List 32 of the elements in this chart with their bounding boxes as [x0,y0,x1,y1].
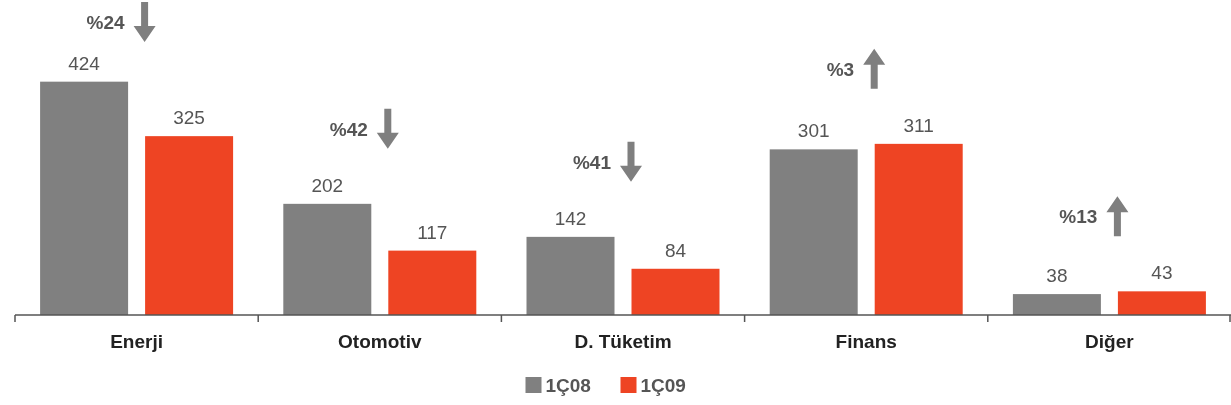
x-tick-label: Diğer [1085,331,1135,352]
bar [283,203,372,315]
text: %24 [86,12,126,33]
data-label: 142 [554,207,587,229]
x-tick-label: Finans [835,331,897,352]
bar [388,250,477,315]
data-label: 311 [903,114,934,136]
bar [526,236,615,315]
bar [145,136,234,315]
annotation: %13 [1059,206,1098,228]
bar [769,149,858,315]
data-label: 424 [68,52,101,74]
legend-label: 1Ç08 [545,375,591,396]
bar [631,268,720,315]
x-tick-label: Enerji [110,331,164,352]
text: %3 [826,58,855,80]
bar [1012,294,1101,315]
bar [40,81,129,315]
bar [874,143,963,315]
data-label: 117 [417,221,448,243]
bar [1117,291,1206,315]
data-label: 84 [664,239,687,261]
data-label: 301 [797,120,830,142]
data-label: 43 [1151,262,1173,284]
data-label: 38 [1046,265,1068,287]
data-label: 202 [311,174,344,196]
x-tick-label: D. Tüketim [574,331,672,352]
legend-label: 1Ç09 [640,375,686,396]
x-tick-label: Otomotiv [338,331,422,352]
data-label: 325 [173,107,205,129]
annotation: %41 [572,151,612,173]
annotation: %42 [329,118,368,140]
